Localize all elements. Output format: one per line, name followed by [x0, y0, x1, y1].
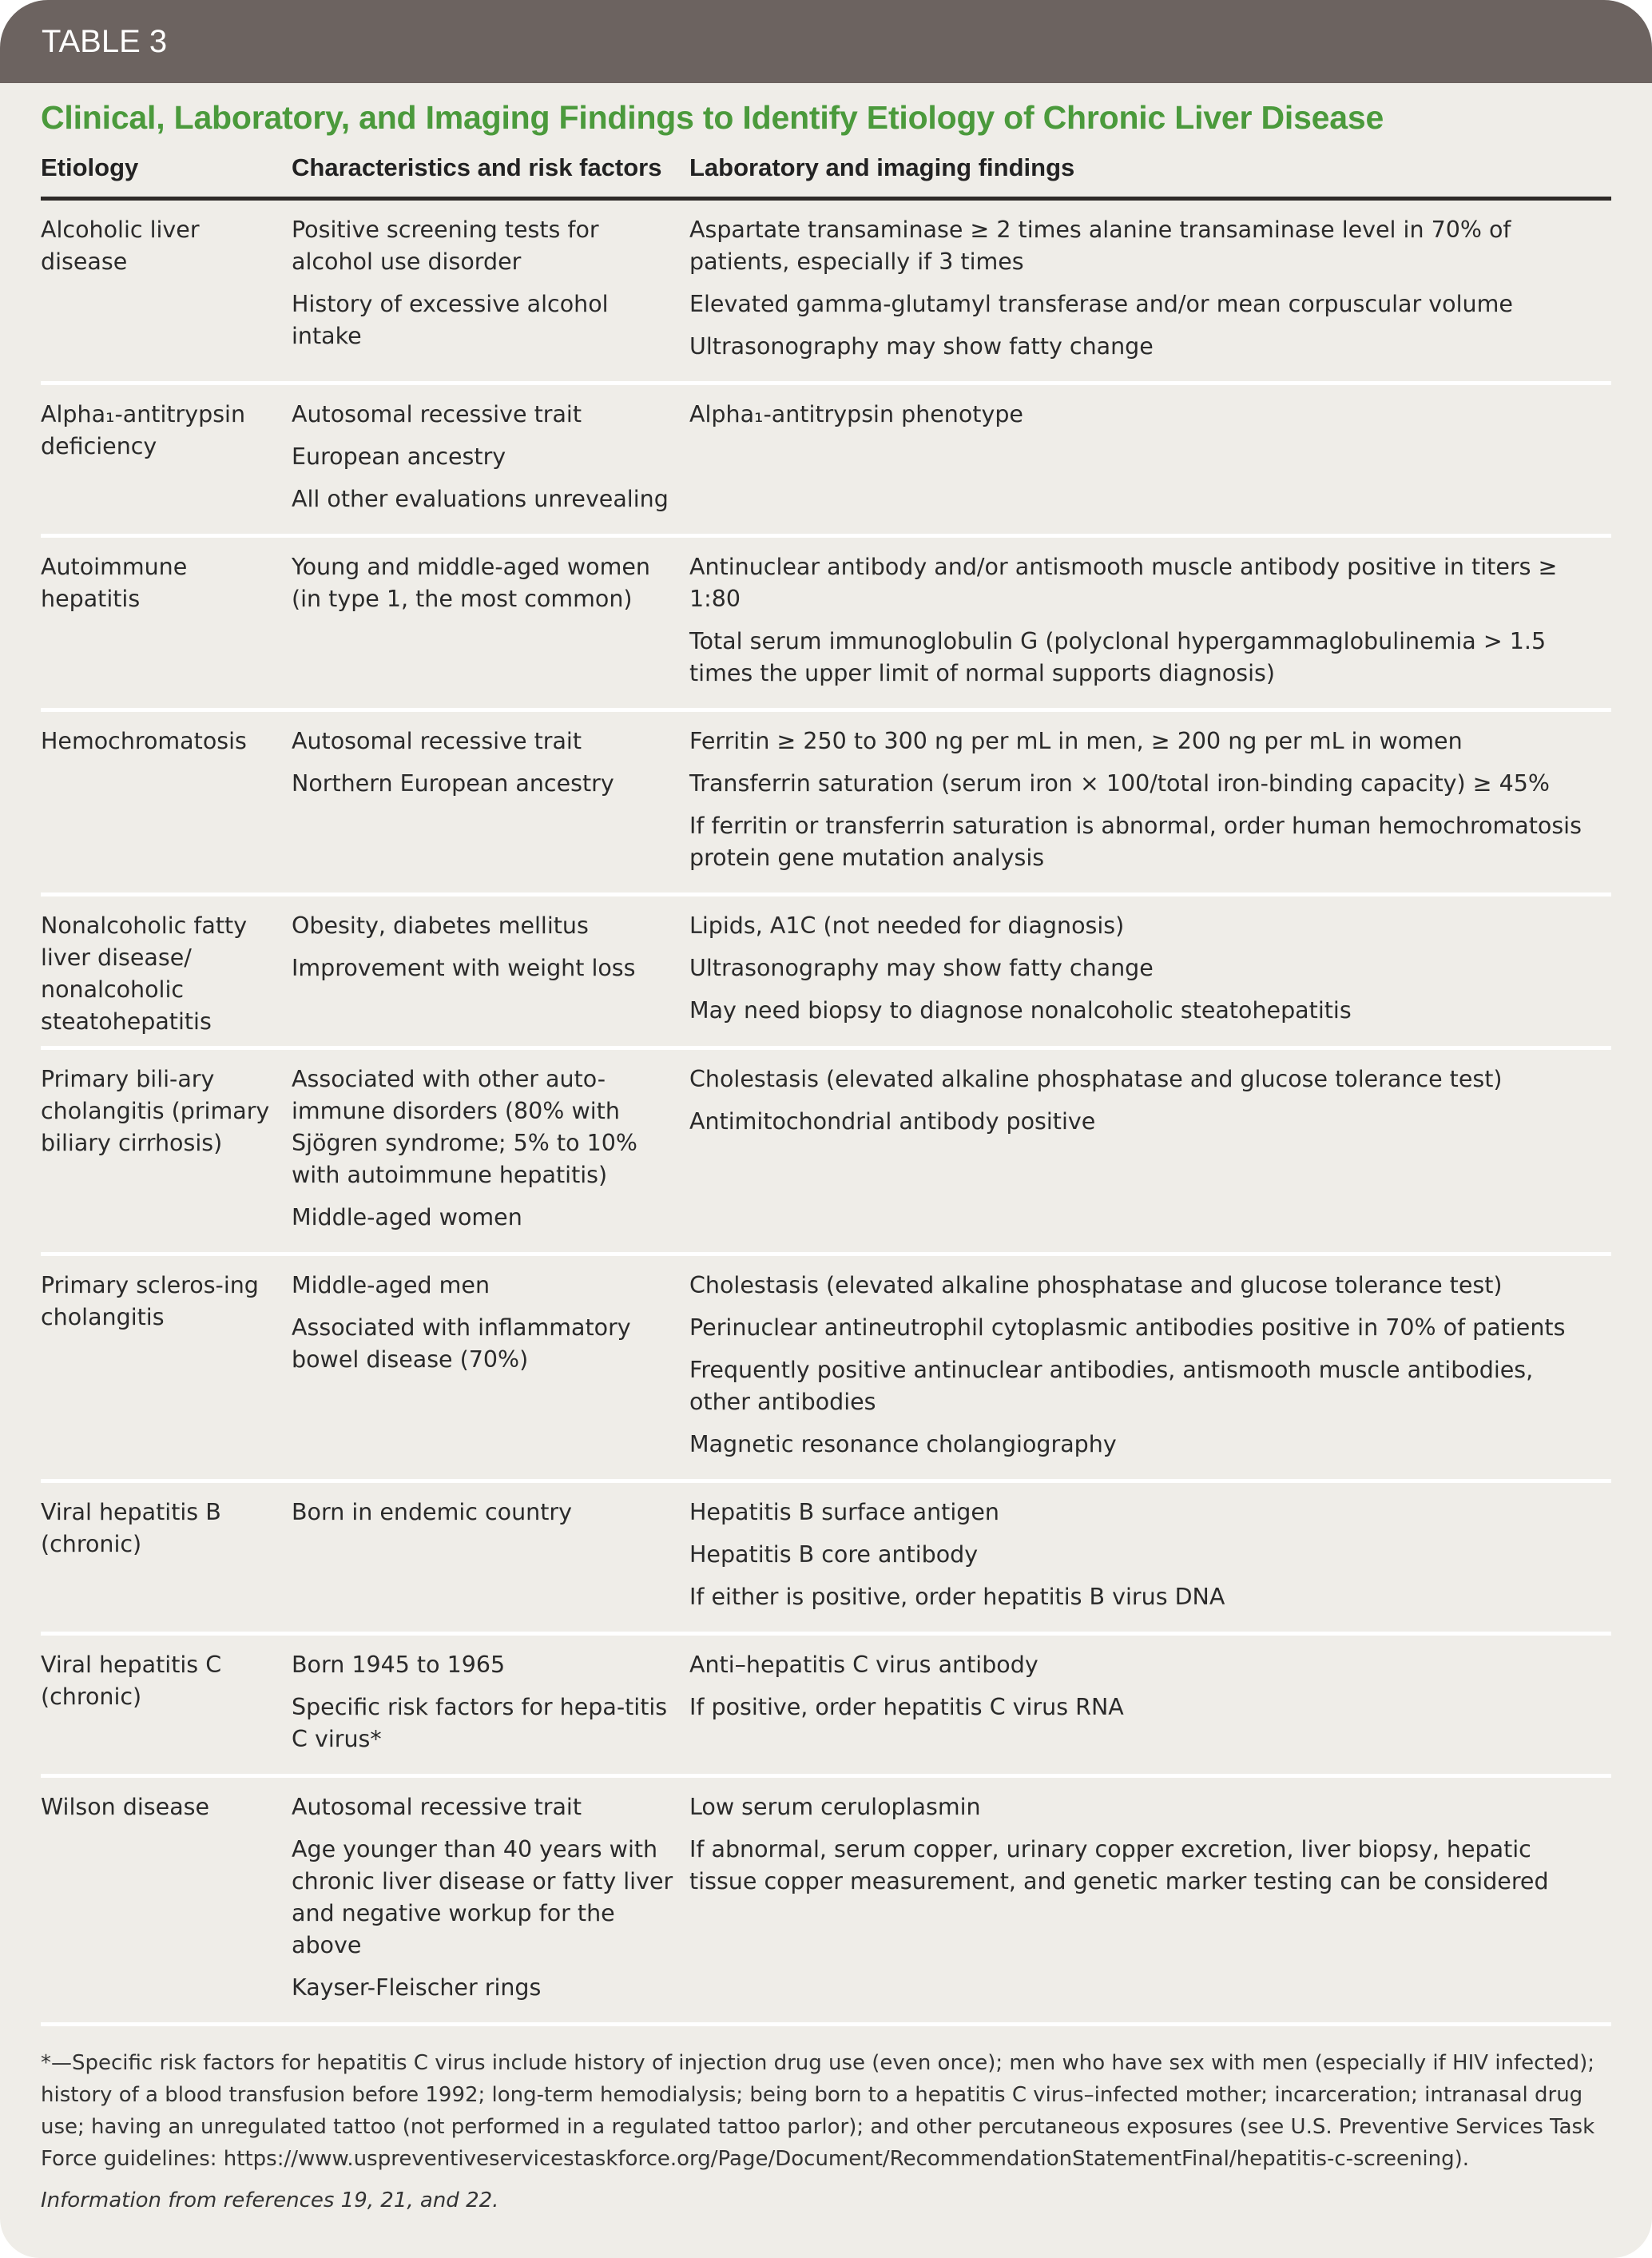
table-row: Alpha₁-antitrypsin deficiency Autosomal r…: [41, 383, 1611, 538]
finding-item: Lipids, A1C (not needed for diagnosis): [689, 912, 1125, 939]
characteristic-item: Autosomal recessive trait: [292, 728, 582, 754]
finding-item: Cholestasis (elevated alkaline phosphata…: [689, 1066, 1503, 1092]
table-row: Alcoholic liver disease Positive screenin…: [41, 198, 1611, 385]
table-row: Viral hepatitis C (chronic) Born 1945 to …: [41, 1633, 1611, 1778]
finding-item: Ferritin ≥ 250 to 300 ng per mL in men, …: [689, 728, 1463, 754]
findings-table: Etiology Characteristics and risk factor…: [41, 142, 1611, 2026]
characteristic-item: Kayser-Fleischer rings: [292, 1974, 542, 2001]
characteristic-item: Age younger than 40 years with chronic l…: [292, 1836, 673, 1958]
findings-cell: Cholestasis (elevated alkaline phosphata…: [689, 1254, 1611, 1483]
etiology-cell: Primary bili-ary cholangitis (primary bi…: [41, 1048, 292, 1256]
header-row: Etiology Characteristics and risk factor…: [41, 142, 1611, 201]
characteristic-item: Born 1945 to 1965: [292, 1652, 506, 1678]
finding-item: Ultrasonography may show fatty change: [689, 955, 1154, 981]
characteristic-item: Autosomal recessive trait: [292, 401, 582, 427]
characteristic-item: Obesity, diabetes mellitus: [292, 912, 589, 939]
characteristics-cell: Autosomal recessive trait Age younger tha…: [292, 1775, 689, 2026]
characteristic-item: Middle-aged women: [292, 1204, 522, 1230]
finding-item: Anti–hepatitis C virus antibody: [689, 1652, 1038, 1678]
characteristic-item: Associated with inflammatory bowel disea…: [292, 1314, 631, 1373]
etiology-cell: Primary scleros-ing cholangitis: [41, 1254, 292, 1483]
table-row: Viral hepatitis B (chronic) Born in endem…: [41, 1481, 1611, 1636]
column-header-characteristics: Characteristics and risk factors: [292, 142, 689, 201]
footnote: *—Specific risk factors for hepatitis C …: [41, 2051, 1595, 2171]
characteristic-item: Associated with other auto-immune disord…: [292, 1066, 637, 1188]
characteristic-item: European ancestry: [292, 443, 506, 470]
characteristics-cell: Positive screening tests for alcohol use…: [292, 198, 689, 385]
finding-item: Alpha₁-antitrypsin phenotype: [689, 401, 1023, 427]
characteristics-cell: Young and middle-aged women (in type 1, …: [292, 535, 689, 712]
finding-item: If positive, order hepatitis C virus RNA: [689, 1694, 1124, 1720]
characteristics-cell: Born in endemic country: [292, 1481, 689, 1636]
findings-cell: Ferritin ≥ 250 to 300 ng per mL in men, …: [689, 710, 1611, 896]
characteristics-cell: Middle-aged men Associated with inflammat…: [292, 1254, 689, 1483]
finding-item: Transferrin saturation (serum iron × 100…: [689, 770, 1550, 797]
column-header-etiology: Etiology: [41, 142, 292, 201]
table-label: TABLE 3: [42, 23, 168, 59]
finding-item: If abnormal, serum copper, urinary coppe…: [689, 1836, 1549, 1894]
etiology-cell: Viral hepatitis B (chronic): [41, 1481, 292, 1636]
characteristic-item: Improvement with weight loss: [292, 955, 636, 981]
etiology-cell: Hemochromatosis: [41, 710, 292, 896]
characteristics-cell: Autosomal recessive trait European ancest…: [292, 383, 689, 538]
table-row: Autoimmune hepatitis Young and middle-age…: [41, 535, 1611, 712]
findings-cell: Antinuclear antibody and/or antismooth m…: [689, 535, 1611, 712]
finding-item: Elevated gamma-glutamyl transferase and/…: [689, 291, 1513, 317]
finding-item: Antinuclear antibody and/or antismooth m…: [689, 554, 1558, 612]
characteristics-cell: Obesity, diabetes mellitus Improvement wi…: [292, 894, 689, 1050]
etiology-cell: Viral hepatitis C (chronic): [41, 1633, 292, 1778]
finding-item: Hepatitis B core antibody: [689, 1541, 979, 1568]
findings-cell: Alpha₁-antitrypsin phenotype: [689, 383, 1611, 538]
table-row: Primary bili-ary cholangitis (primary bi…: [41, 1048, 1611, 1256]
table-row: Nonalcoholic fatty liver disease/ nonalc…: [41, 894, 1611, 1050]
etiology-cell: Autoimmune hepatitis: [41, 535, 292, 712]
characteristic-item: Born in endemic country: [292, 1499, 572, 1525]
characteristic-item: Young and middle-aged women (in type 1, …: [292, 554, 650, 612]
finding-item: Cholestasis (elevated alkaline phosphata…: [689, 1272, 1503, 1298]
etiology-cell: Wilson disease: [41, 1775, 292, 2026]
etiology-cell: Alcoholic liver disease: [41, 198, 292, 385]
finding-item: Perinuclear antineutrophil cytoplasmic a…: [689, 1314, 1566, 1341]
finding-item: Total serum immunoglobulin G (polyclonal…: [689, 628, 1547, 686]
characteristic-item: Northern European ancestry: [292, 770, 614, 797]
findings-cell: Aspartate transaminase ≥ 2 times alanine…: [689, 198, 1611, 385]
finding-item: Antimitochondrial antibody positive: [689, 1108, 1096, 1135]
characteristics-cell: Associated with other auto-immune disord…: [292, 1048, 689, 1256]
finding-item: Ultrasonography may show fatty change: [689, 333, 1154, 360]
characteristic-item: Specific risk factors for hepa-titis C v…: [292, 1694, 668, 1752]
characteristic-item: Middle-aged men: [292, 1272, 490, 1298]
table-title: Clinical, Laboratory, and Imaging Findin…: [41, 99, 1384, 136]
finding-item: Aspartate transaminase ≥ 2 times alanine…: [689, 217, 1511, 275]
characteristic-item: Autosomal recessive trait: [292, 1794, 582, 1820]
column-header-findings: Laboratory and imaging findings: [689, 142, 1611, 201]
characteristics-cell: Born 1945 to 1965 Specific risk factors f…: [292, 1633, 689, 1778]
characteristics-cell: Autosomal recessive trait Northern Europe…: [292, 710, 689, 896]
findings-cell: Low serum ceruloplasmin If abnormal, seru…: [689, 1775, 1611, 2026]
table-row: Hemochromatosis Autosomal recessive trait…: [41, 710, 1611, 896]
table-label-bar: TABLE 3: [0, 0, 1652, 83]
finding-item: Magnetic resonance cholangiography: [689, 1431, 1117, 1457]
finding-item: If either is positive, order hepatitis B…: [689, 1584, 1225, 1610]
findings-cell: Cholestasis (elevated alkaline phosphata…: [689, 1048, 1611, 1256]
findings-cell: Lipids, A1C (not needed for diagnosis) Ul…: [689, 894, 1611, 1050]
characteristic-item: Positive screening tests for alcohol use…: [292, 217, 599, 275]
table-row: Primary scleros-ing cholangitis Middle-ag…: [41, 1254, 1611, 1483]
finding-item: Frequently positive antinuclear antibodi…: [689, 1357, 1534, 1415]
finding-item: If ferritin or transferrin saturation is…: [689, 813, 1582, 871]
finding-item: Low serum ceruloplasmin: [689, 1794, 981, 1820]
characteristic-item: All other evaluations unrevealing: [292, 486, 669, 512]
source-note: Information from references 19, 21, and …: [41, 2188, 499, 2212]
finding-item: May need biopsy to diagnose nonalcoholic…: [689, 997, 1352, 1024]
finding-item: Hepatitis B surface antigen: [689, 1499, 999, 1525]
etiology-cell: Alpha₁-antitrypsin deficiency: [41, 383, 292, 538]
table-body: Alcoholic liver disease Positive screenin…: [41, 198, 1611, 2026]
findings-cell: Anti–hepatitis C virus antibody If positi…: [689, 1633, 1611, 1778]
characteristic-item: History of excessive alcohol intake: [292, 291, 609, 349]
footnotes: *—Specific risk factors for hepatitis C …: [41, 2047, 1611, 2216]
table-row: Wilson disease Autosomal recessive trait A…: [41, 1775, 1611, 2026]
etiology-cell: Nonalcoholic fatty liver disease/ nonalc…: [41, 894, 292, 1050]
findings-cell: Hepatitis B surface antigen Hepatitis B c…: [689, 1481, 1611, 1636]
